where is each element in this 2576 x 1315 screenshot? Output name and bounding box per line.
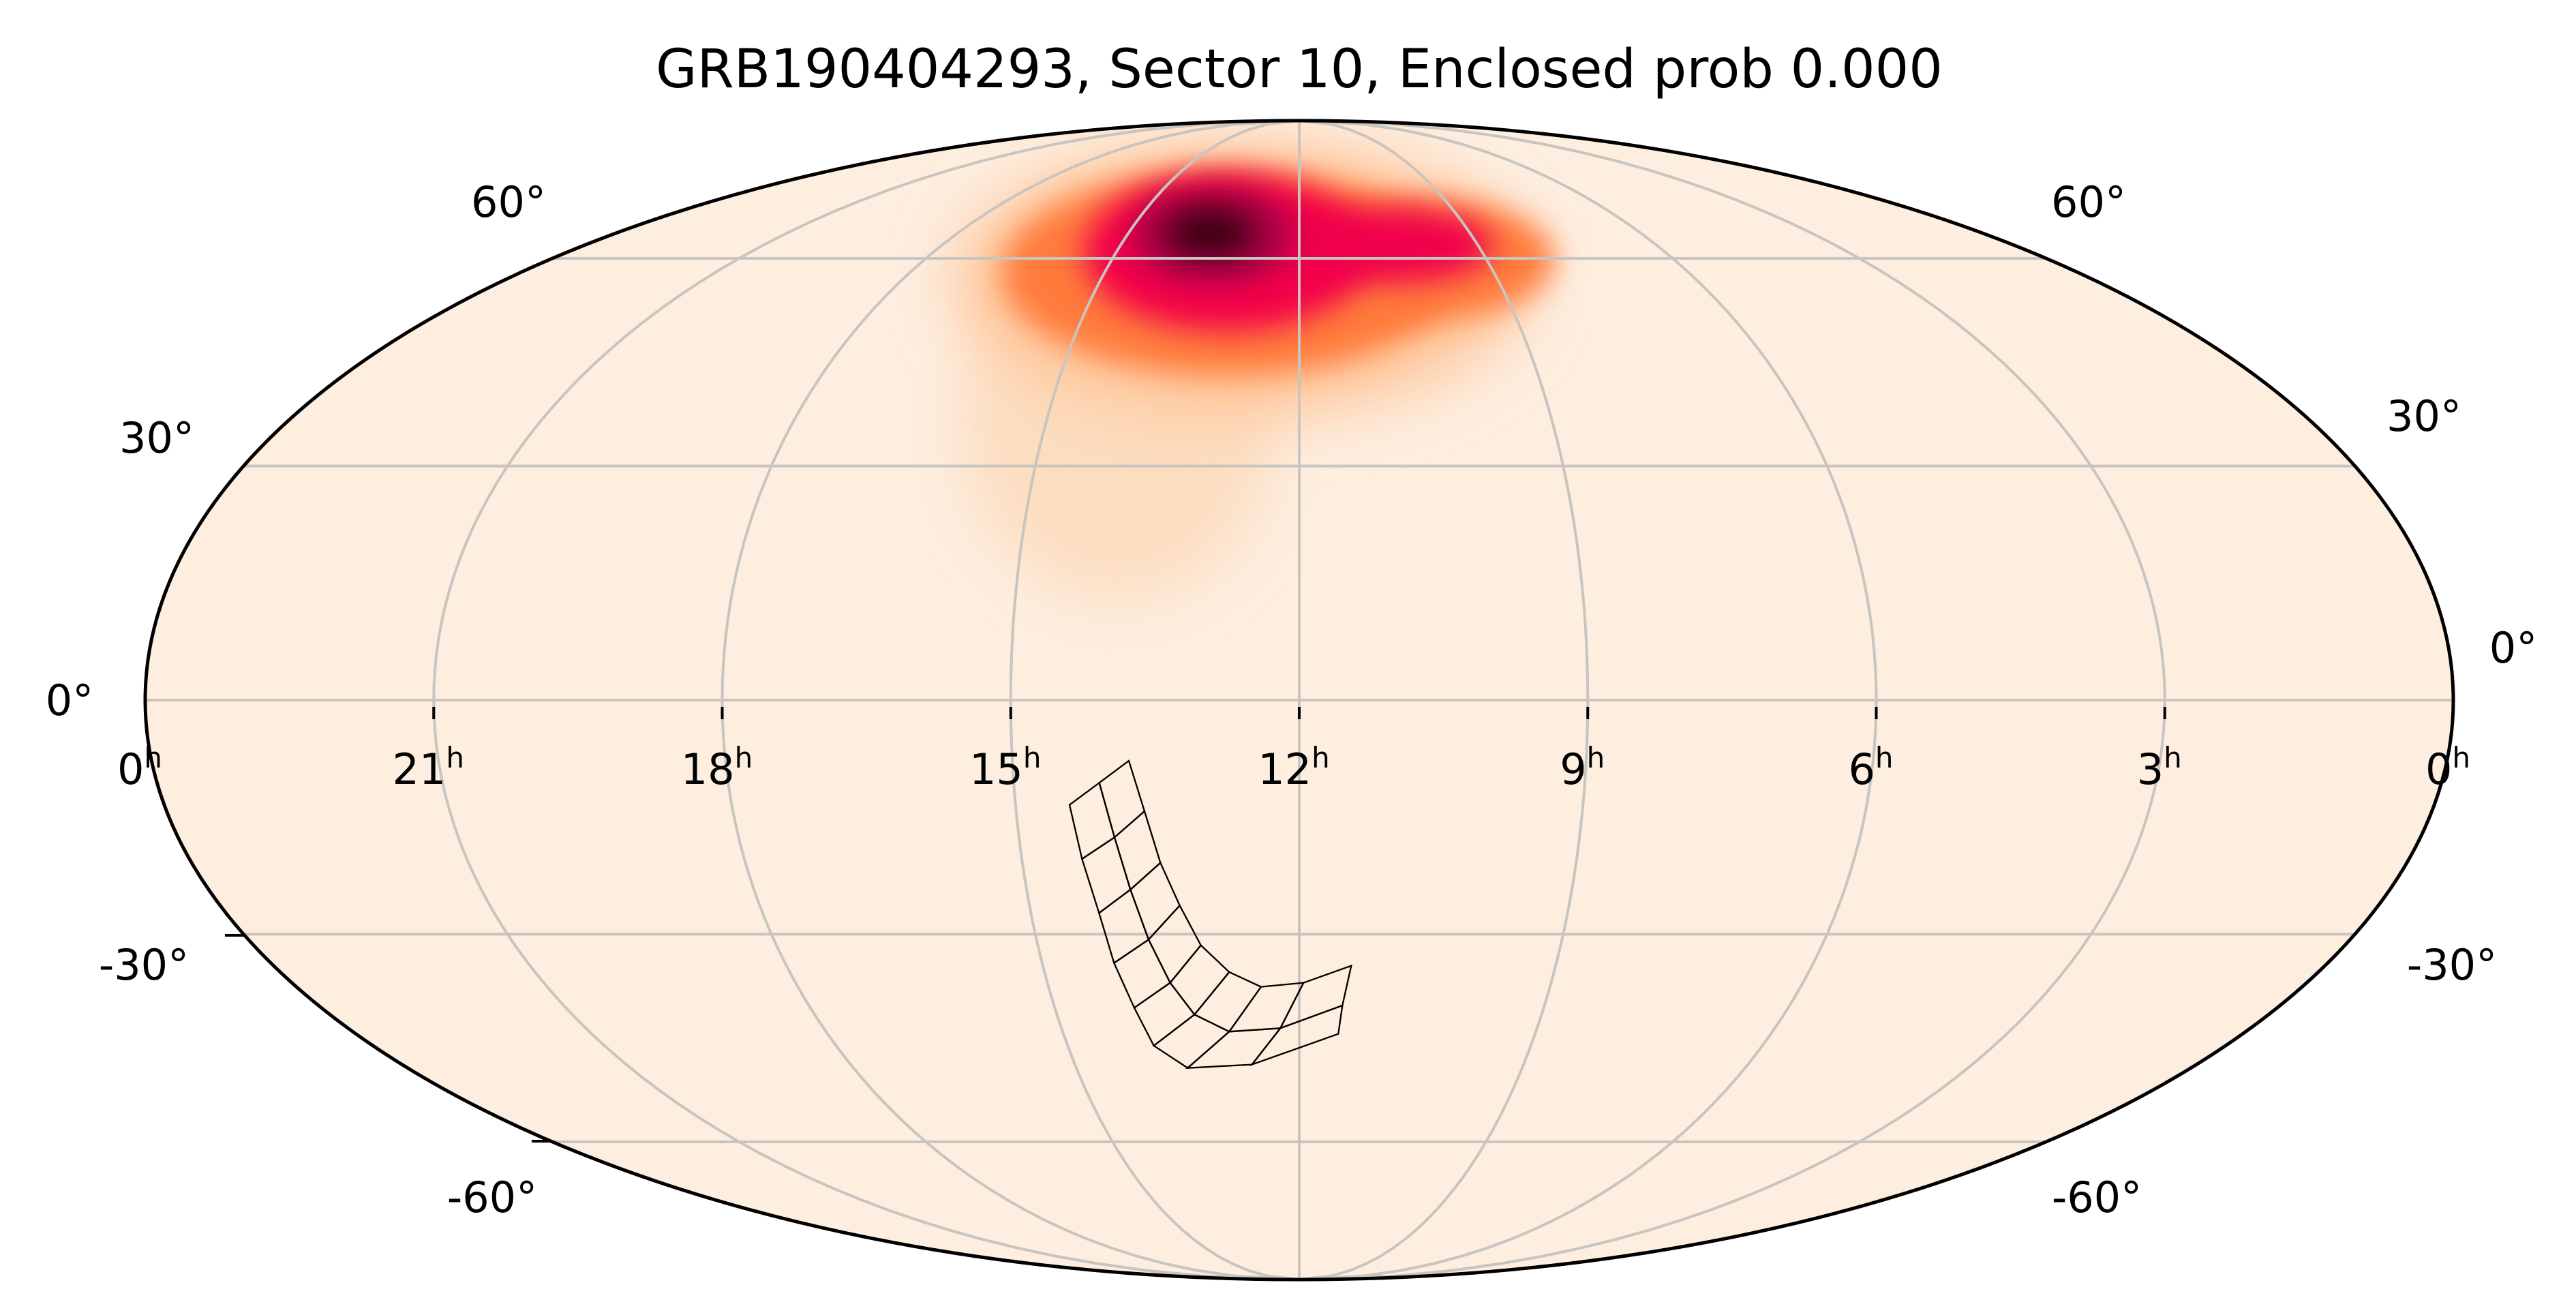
- tess-footprint: [1068, 759, 1352, 1070]
- dec-label-right-0: 0°: [2489, 623, 2537, 673]
- probability-heatmap: [954, 143, 1554, 600]
- ra-label: 0h: [117, 741, 162, 794]
- dec-label-right-30: 30°: [2386, 391, 2461, 441]
- dec-label-left-30: 30°: [119, 413, 194, 463]
- ra-label: 0h: [2425, 741, 2470, 794]
- dec-label-right-60: 60°: [2051, 177, 2126, 227]
- dec-label-left-60: 60°: [471, 177, 546, 227]
- ccd-outline: [1278, 964, 1352, 1030]
- heat-peak: [1166, 209, 1254, 257]
- dec-label-left-0: 0°: [46, 676, 93, 725]
- chart-title: GRB190404293, Sector 10, Enclosed prob 0…: [656, 39, 1943, 100]
- ra-label: 18h: [681, 741, 753, 794]
- ra-label: 15h: [969, 741, 1042, 794]
- dec-label-right-minus30: -30°: [2407, 940, 2497, 990]
- dec-label-right-minus60: -60°: [2052, 1173, 2142, 1222]
- dec-label-left-minus30: -30°: [99, 940, 189, 990]
- dec-labels: 60° 60° 30° 30° 0° 0° -30° -30° -60° -60…: [46, 177, 2537, 1222]
- ra-label: 21h: [392, 741, 464, 794]
- sky-boundary: [143, 119, 2455, 1282]
- ra-labels: 0h 21h 18h 15h 12h 9h 6h 3h 0h: [117, 741, 2470, 794]
- ra-label: 3h: [2137, 741, 2182, 794]
- dec-label-left-minus60: -60°: [447, 1173, 537, 1222]
- ra-label: 12h: [1258, 741, 1330, 794]
- axis-ticks: [225, 707, 2166, 1143]
- ra-label: 9h: [1560, 741, 1605, 794]
- ra-label: 6h: [1848, 741, 1893, 794]
- heat-red-east: [1288, 208, 1493, 283]
